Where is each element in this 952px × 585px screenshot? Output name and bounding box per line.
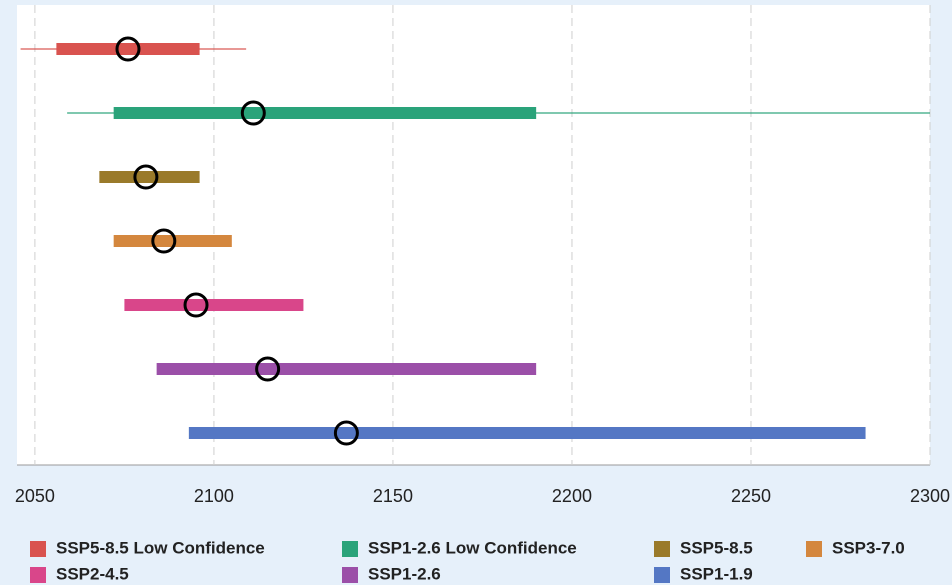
legend-label: SSP5-8.5 Low Confidence (56, 538, 265, 557)
x-tick-label: 2150 (373, 486, 413, 506)
legend-swatch (806, 541, 822, 557)
legend-label: SSP1-2.6 Low Confidence (368, 538, 577, 557)
legend-swatch (342, 567, 358, 583)
legend-swatch (30, 567, 46, 583)
legend-swatch (342, 541, 358, 557)
median-marker (255, 356, 281, 382)
x-tick-label: 2250 (731, 486, 771, 506)
median-marker (183, 292, 209, 318)
median-marker (115, 36, 141, 62)
legend-swatch (654, 567, 670, 583)
legend-label: SSP3-7.0 (832, 538, 905, 557)
x-tick-label: 2300 (910, 486, 950, 506)
legend-label: SSP2-4.5 (56, 564, 129, 583)
legend-swatch (30, 541, 46, 557)
legend-label: SSP1-2.6 (368, 564, 441, 583)
median-marker (133, 164, 159, 190)
x-tick-label: 2050 (15, 486, 55, 506)
x-tick-label: 2200 (552, 486, 592, 506)
legend-label: SSP1-1.9 (680, 564, 753, 583)
legend-swatch (654, 541, 670, 557)
median-marker (333, 420, 359, 446)
x-tick-label: 2100 (194, 486, 234, 506)
median-marker (151, 228, 177, 254)
legend-label: SSP5-8.5 (680, 538, 753, 557)
median-marker (240, 100, 266, 126)
